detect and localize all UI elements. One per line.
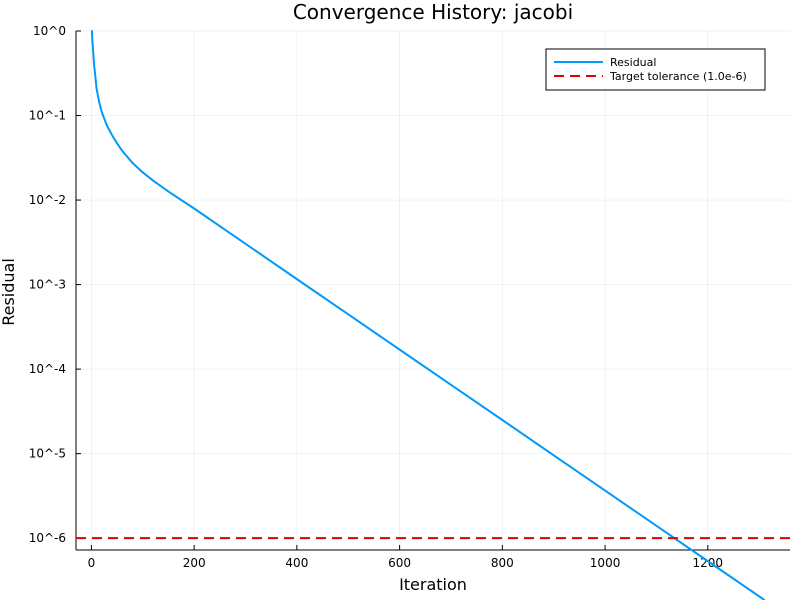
x-tick-label: 200: [183, 556, 206, 570]
x-tick-label: 1000: [590, 556, 621, 570]
x-tick-label: 800: [491, 556, 514, 570]
legend-label: Residual: [610, 56, 656, 69]
axes: 0 200 400 600 800 1000 120010^010^-110^-210^-3…: [29, 24, 790, 570]
x-tick-label: 0: [88, 556, 96, 570]
chart-title: Convergence History: jacobi: [293, 0, 573, 24]
legend-box: [545, 48, 766, 91]
y-tick-label: 10^-1: [29, 109, 66, 123]
series: [76, 30, 790, 600]
x-axis-label: Iteration: [399, 575, 467, 594]
y-tick-label: 10^-2: [29, 193, 66, 207]
y-tick-label: 10^-4: [29, 362, 66, 376]
y-tick-label: 10^-5: [29, 447, 66, 461]
x-tick-label: 400: [285, 556, 308, 570]
x-tick-label: 600: [388, 556, 411, 570]
y-tick-label: 10^0: [33, 24, 66, 38]
residual-line: [90, 30, 766, 600]
y-axis-label: Residual: [0, 258, 18, 326]
y-tick-label: 10^-6: [29, 531, 66, 545]
legend-label: Target tolerance (1.0e-6): [609, 70, 747, 83]
y-tick-label: 10^-3: [29, 278, 66, 292]
